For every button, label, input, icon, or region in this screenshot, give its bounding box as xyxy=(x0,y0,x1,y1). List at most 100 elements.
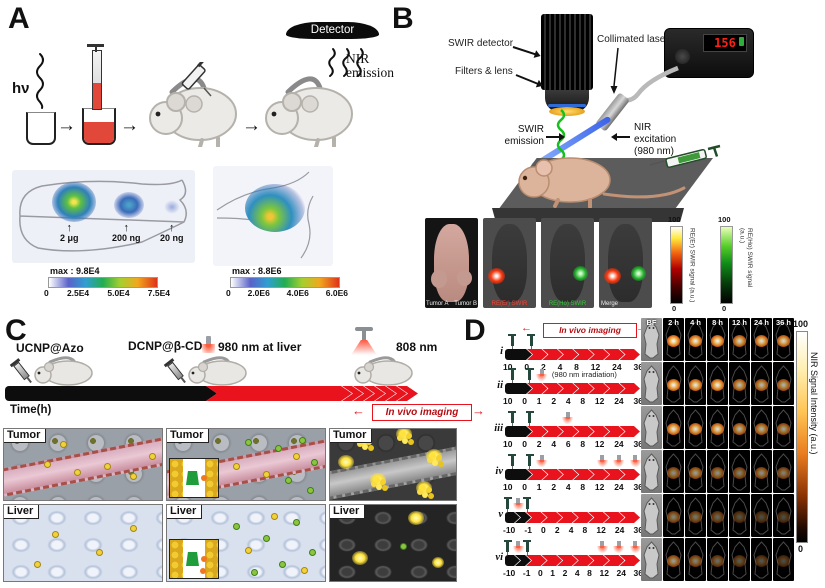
tick-label: 12 xyxy=(594,439,605,449)
syringe-icon xyxy=(523,497,532,512)
nir-signal-blob xyxy=(711,379,724,391)
nir-image-cell xyxy=(773,450,794,493)
timeline-row-iii: iii 10 0 2 4 6 8 12 24 36 xyxy=(494,411,643,454)
nir-signal-blob xyxy=(667,555,680,567)
er-channel-caption: RE(Er) SWIR xyxy=(491,301,528,307)
ho-colorbar-label: RE(Ho) SWIR signal (a.u.) xyxy=(738,228,753,288)
tick-label: 4 xyxy=(557,362,563,372)
nir-signal-blob xyxy=(711,423,724,435)
signal-blob xyxy=(52,182,96,222)
tick-label: 12 xyxy=(590,362,601,372)
colorbar-max: 100 xyxy=(668,215,681,224)
control-knob[interactable] xyxy=(675,49,690,64)
tick-label: 0 xyxy=(537,568,543,578)
bf-image-cell xyxy=(641,494,662,537)
colorbar-min: 0 xyxy=(722,304,727,313)
nir-signal-blob xyxy=(755,423,768,435)
irradiation-lamp-icon xyxy=(629,541,641,553)
irradiation-lamp-icon xyxy=(512,541,524,553)
nir-signal-blob xyxy=(755,335,768,347)
nir-image-cell xyxy=(685,406,706,449)
mouse-injection-illustration xyxy=(149,62,237,147)
nir-signal-blob xyxy=(755,379,768,391)
nir-emission-squiggles-icon xyxy=(328,48,364,77)
tick-label: 2 xyxy=(562,568,568,578)
swir-emission-label: SWIR emission xyxy=(504,124,544,147)
time-axis-label: Time(h) xyxy=(10,404,52,416)
right-arrow: → xyxy=(472,403,485,418)
irradiation-lamp-icon xyxy=(596,541,608,553)
syringe-icon xyxy=(525,454,534,469)
grid-column-header: 8 h xyxy=(712,318,723,327)
nir-image-cell xyxy=(663,450,684,493)
nir-image-cell xyxy=(685,450,706,493)
tick-label: 4 xyxy=(568,525,574,535)
tick-label: -1 xyxy=(522,568,531,578)
panel-d-label: D xyxy=(464,314,486,347)
in-vivo-imaging-box: In vivo imaging xyxy=(543,323,637,338)
tick-label: 0 xyxy=(541,525,546,535)
syringe-icon xyxy=(527,334,536,349)
mouse-outline xyxy=(19,179,187,252)
colorbar-tick: 7.5E4 xyxy=(147,288,170,298)
bf-image-cell xyxy=(641,450,662,493)
irradiation-lamp-icon xyxy=(536,455,547,467)
nir-emission-label: NIR emission xyxy=(346,51,395,81)
swir-camera xyxy=(541,14,593,90)
nir-image-cell xyxy=(707,362,728,405)
tick-label: 12 xyxy=(599,568,609,578)
tick-label: 36 xyxy=(633,568,643,578)
nir-signal-blob xyxy=(711,467,724,479)
tick-label: 0 xyxy=(522,396,527,406)
tick-label: 36 xyxy=(633,525,643,535)
er-colorbar-label: RE(Er) SWIR signal (a.u.) xyxy=(688,228,696,303)
nir-image-cell xyxy=(729,362,750,405)
nir-colorbar xyxy=(796,331,808,543)
tick-label: 4 xyxy=(565,482,571,492)
nir-image-cell xyxy=(685,538,706,581)
nir-image-cell xyxy=(773,362,794,405)
swir-map-doses: ↑ 2 μg ↑ 200 ng ↑ 20 ng xyxy=(12,170,195,263)
nir-image-cell xyxy=(707,538,728,581)
nir-signal-blob xyxy=(777,511,790,523)
panel-c-label: C xyxy=(5,314,27,347)
nir-signal-blob xyxy=(711,335,724,347)
tick-label: 10 xyxy=(503,396,513,406)
nir-signal-blob xyxy=(711,511,724,523)
nir-image-cell xyxy=(729,538,750,581)
nir-image-cell xyxy=(663,362,684,405)
power-switch[interactable] xyxy=(739,37,744,46)
colorbar-ticks: 0 2.5E4 5.0E4 7.5E4 xyxy=(44,288,170,298)
tick-label: 10 xyxy=(503,439,513,449)
nir-image-cell xyxy=(773,406,794,449)
nir-image-cell xyxy=(707,450,728,493)
tick-label: 12 xyxy=(594,482,605,492)
tick-label: 8 xyxy=(574,362,579,372)
tick-label: 36 xyxy=(633,362,643,372)
tick-label: 36 xyxy=(633,482,643,492)
nir-image-cell xyxy=(751,362,772,405)
bf-image-cell: BF xyxy=(641,318,662,361)
nm808-label: 808 nm xyxy=(396,340,438,354)
colorbar xyxy=(230,277,340,288)
tick-label: 0 xyxy=(522,439,527,449)
grid-column-header: 4 h xyxy=(690,318,701,327)
detector-band: Detector xyxy=(286,22,379,39)
syringe-icon xyxy=(508,368,517,383)
nir-image-cell xyxy=(751,538,772,581)
dose-annotation: ↑ 200 ng xyxy=(112,222,141,244)
liver-tile-3: Liver xyxy=(329,504,457,582)
colorbar-ticks: 0 2.0E6 4.0E6 6.0E6 xyxy=(226,288,348,298)
dcnp-label: DCNP@β-CD xyxy=(128,339,203,353)
tissue-tiles: Tumor Tumor Tumor xyxy=(3,428,457,582)
tick-label: 8 xyxy=(587,568,592,578)
irradiation-note: (980 nm irradiation) xyxy=(551,370,617,379)
tick-label: 8 xyxy=(580,482,586,492)
tick-label: 24 xyxy=(612,362,622,372)
mouse-icon xyxy=(34,356,93,386)
nir-signal-blob xyxy=(777,379,790,391)
grid-column-header: BF xyxy=(646,318,657,327)
tumor-tile-2: Tumor xyxy=(166,428,326,501)
syringe-icon xyxy=(503,497,512,512)
syringe-icon xyxy=(525,411,534,426)
